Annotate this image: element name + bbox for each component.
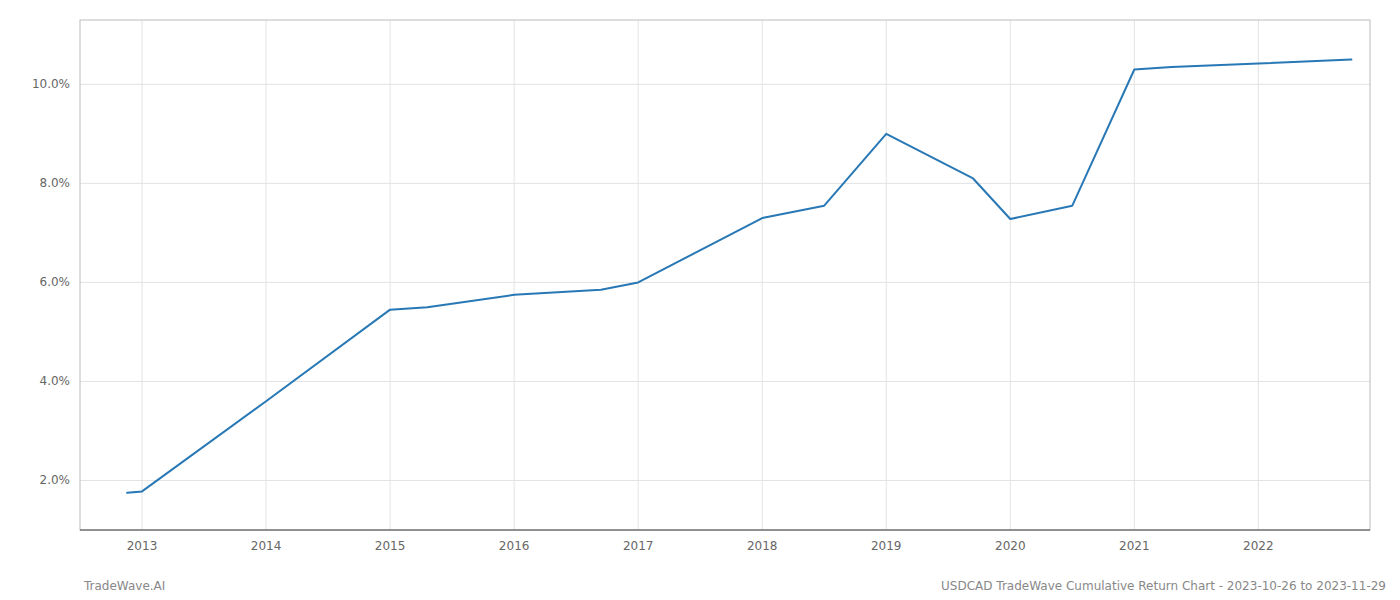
x-grid-line (390, 20, 391, 530)
x-tick-label: 2014 (251, 539, 282, 553)
x-grid-line (762, 20, 763, 530)
chart-svg: 2.0% 4.0% 6.0% 8.0% 10.0% 2013 2014 2015 2016 201… (0, 0, 1400, 600)
x-tick-label: 2021 (1119, 539, 1150, 553)
y-tick-label: 10.0% (32, 77, 70, 91)
plot-area (127, 60, 1351, 493)
x-tick-label: 2019 (871, 539, 902, 553)
footer-text: TradeWave.AI (83, 579, 165, 593)
y-grid-line (80, 84, 1370, 85)
footer-text: USDCAD TradeWave Cumulative Return Chart… (941, 579, 1386, 593)
x-tick-label: 2017 (623, 539, 654, 553)
x-axis-line (80, 530, 1370, 531)
y-grid-line (80, 282, 1370, 283)
x-tick-label: 2016 (499, 539, 530, 553)
y-tick-label: 2.0% (40, 473, 71, 487)
background (0, 0, 1400, 600)
plot-frame (80, 20, 1370, 530)
chart-container: 2.0% 4.0% 6.0% 8.0% 10.0% 2013 2014 2015 2016 201… (0, 0, 1400, 600)
x-tick-label: 2018 (747, 539, 778, 553)
data-line (127, 60, 1351, 493)
y-grid-line (80, 183, 1370, 184)
x-grid-line (1258, 20, 1259, 530)
y-tick-label: 8.0% (40, 176, 71, 190)
x-grid-line (1010, 20, 1011, 530)
x-grid-line (142, 20, 143, 530)
axes: 2.0% 4.0% 6.0% 8.0% 10.0% 2013 2014 2015 2016 201… (32, 20, 1370, 553)
x-grid-line (638, 20, 639, 530)
y-tick-label: 6.0% (40, 275, 71, 289)
grid (80, 20, 1370, 530)
x-tick-label: 2020 (995, 539, 1026, 553)
x-tick-label: 2015 (375, 539, 406, 553)
y-grid-line (80, 381, 1370, 382)
y-tick-label: 4.0% (40, 374, 71, 388)
x-tick-label: 2013 (127, 539, 158, 553)
x-grid-line (266, 20, 267, 530)
x-grid-line (1134, 20, 1135, 530)
x-grid-line (514, 20, 515, 530)
y-grid-line (80, 480, 1370, 481)
x-grid-line (886, 20, 887, 530)
x-tick-label: 2022 (1243, 539, 1274, 553)
